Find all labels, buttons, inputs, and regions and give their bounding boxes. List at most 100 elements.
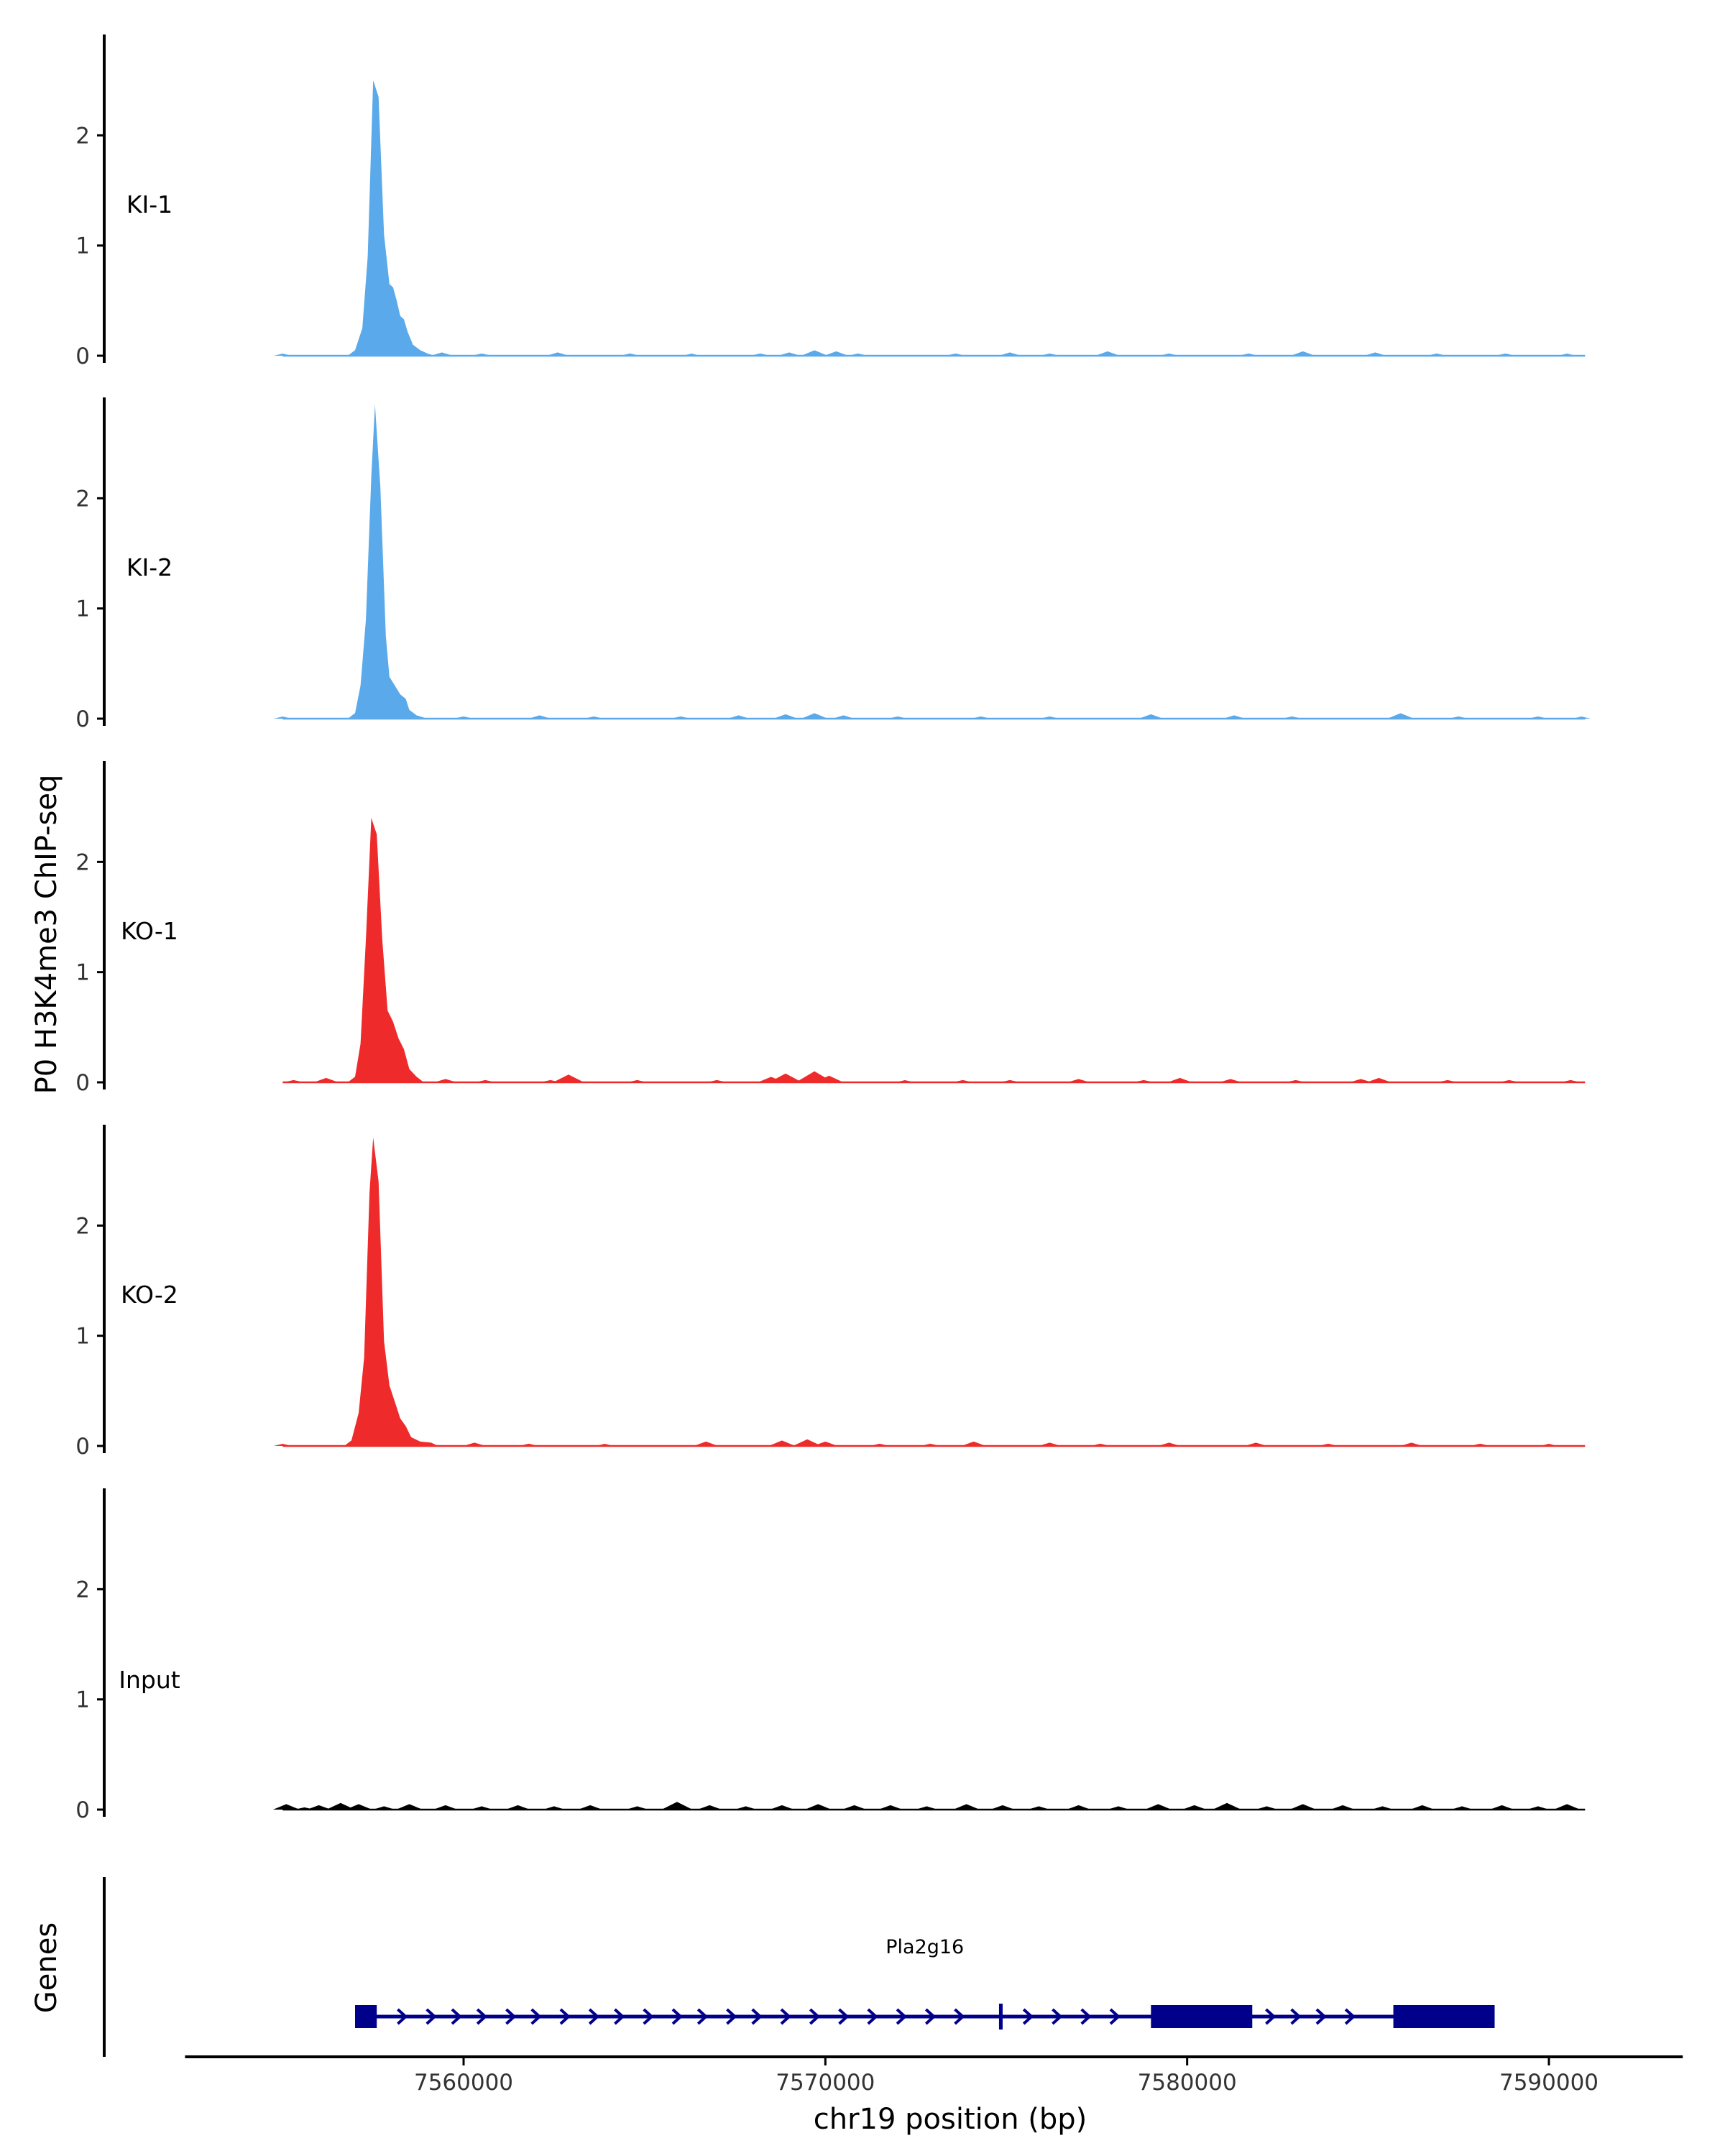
signal-bump (1282, 716, 1302, 719)
signal-bump (1255, 1806, 1278, 1810)
y-tick-label: 0 (75, 1070, 90, 1096)
strand-arrow (588, 2008, 600, 2025)
y-tick-label: 0 (75, 1797, 90, 1823)
signal-peak (347, 80, 435, 356)
signal-peak (344, 1137, 438, 1446)
signal-tracks: 0 1 2 KI-1 0 1 2 KI-2 0 1 2 KO-1 0 1 2 KO-2 0 1 2 Input (75, 34, 1591, 1823)
signal-bump (546, 352, 569, 356)
strand-arrow (726, 2008, 737, 2025)
gene-exon (1151, 2005, 1253, 2028)
signal-bump (1066, 1805, 1091, 1810)
signal-bump (627, 1079, 648, 1082)
strand-arrow (476, 2008, 488, 2025)
signal-bump (1371, 1806, 1394, 1810)
signal-bump (345, 1804, 372, 1810)
signal-bump (778, 352, 801, 356)
signal-bump (595, 1444, 614, 1446)
signal-bump (671, 716, 691, 719)
signal-bump (1138, 714, 1164, 719)
signal-bump (1038, 1442, 1061, 1446)
signal-bump (1400, 1442, 1423, 1446)
signal-bump (1409, 1805, 1435, 1810)
signal-bump (1158, 1442, 1180, 1446)
strand-arrow (954, 2008, 965, 2025)
signal-bump (824, 351, 849, 356)
signal-bump (735, 1806, 758, 1810)
signal-bump (470, 1806, 493, 1810)
signal-bump (272, 1804, 300, 1810)
signal-bump (1489, 1805, 1514, 1810)
signal-bump (1553, 1804, 1581, 1810)
signal-bump (707, 1079, 727, 1082)
genes-label: Genes (30, 1922, 63, 2013)
y-tick-label: 0 (75, 706, 90, 732)
strand-arrow (1315, 2008, 1327, 2025)
signal-bump (1039, 353, 1060, 356)
signal-bump (1285, 1079, 1306, 1082)
signal-bump (454, 716, 474, 719)
signal-bump (801, 713, 828, 719)
x-tick-label: 7580000 (1138, 2070, 1237, 2096)
signal-bump (970, 716, 991, 719)
strand-arrow (838, 2008, 850, 2025)
signal-bump (1039, 716, 1060, 719)
strand-arrow (505, 2008, 517, 2025)
signal-bump (697, 1805, 722, 1810)
signal-peak (347, 818, 424, 1082)
strand-arrow (1052, 2008, 1063, 2025)
track-ki-2: 0 1 2 KI-2 (75, 397, 1591, 732)
strand-arrow (751, 2008, 763, 2025)
signal-bump (888, 716, 908, 719)
y-tick-label: 0 (75, 344, 90, 369)
signal-bump (1144, 1804, 1172, 1810)
signal-bump (578, 1805, 603, 1810)
strand-arrow (426, 2008, 437, 2025)
signal-bump (804, 1804, 832, 1810)
y-tick-label: 2 (75, 123, 90, 149)
signal-bump (915, 1806, 938, 1810)
track-label: KI-1 (126, 190, 172, 218)
x-tick-label: 7560000 (414, 2070, 513, 2096)
track-label: KI-2 (126, 553, 172, 581)
y-tick-label: 2 (75, 849, 90, 875)
signal-bump (553, 1074, 584, 1082)
signal-bump (1289, 1804, 1317, 1810)
signal-bump (1363, 352, 1386, 356)
signal-bump (961, 1441, 986, 1446)
signal-bump (1330, 1805, 1356, 1810)
signal-bump (814, 1075, 844, 1082)
signal-bump (1558, 354, 1576, 356)
gene-pla2g16: Pla2g16 (355, 1936, 1495, 2030)
gene-exon (998, 2004, 1003, 2030)
signal-bump (1450, 1806, 1473, 1810)
track-label: Input (119, 1666, 180, 1694)
strand-arrow (559, 2008, 571, 2025)
signal-bump (313, 1077, 339, 1082)
signal-bump (1027, 1806, 1050, 1810)
signal-bump (896, 1080, 914, 1082)
signal-bump (1572, 717, 1591, 719)
strand-arrow (924, 2008, 937, 2025)
track-label: KO-1 (121, 917, 178, 945)
signal-bump (283, 1079, 304, 1082)
track-label: KO-2 (121, 1281, 178, 1309)
signal-bump (1238, 353, 1259, 356)
signal-bump (1366, 1077, 1392, 1082)
strand-arrow (696, 2008, 709, 2025)
strand-arrow (1344, 2008, 1356, 2025)
signal-bump (832, 715, 855, 719)
signal-bump (475, 1079, 496, 1082)
signal-bump (326, 1802, 355, 1810)
signal-bump (1213, 1802, 1242, 1810)
strand-arrow (451, 2008, 462, 2025)
signal-bump (528, 715, 551, 719)
signal-bump (543, 1806, 566, 1810)
signal-bump (1000, 1079, 1021, 1082)
signal-bump (1219, 1079, 1242, 1082)
gene-name-label: Pla2g16 (886, 1936, 964, 1958)
gene-exon (1393, 2005, 1495, 2028)
signal-bump (518, 1443, 539, 1446)
signal-bump (769, 1805, 794, 1810)
strand-arrow (896, 2008, 908, 2025)
signal-bump (1223, 715, 1246, 719)
